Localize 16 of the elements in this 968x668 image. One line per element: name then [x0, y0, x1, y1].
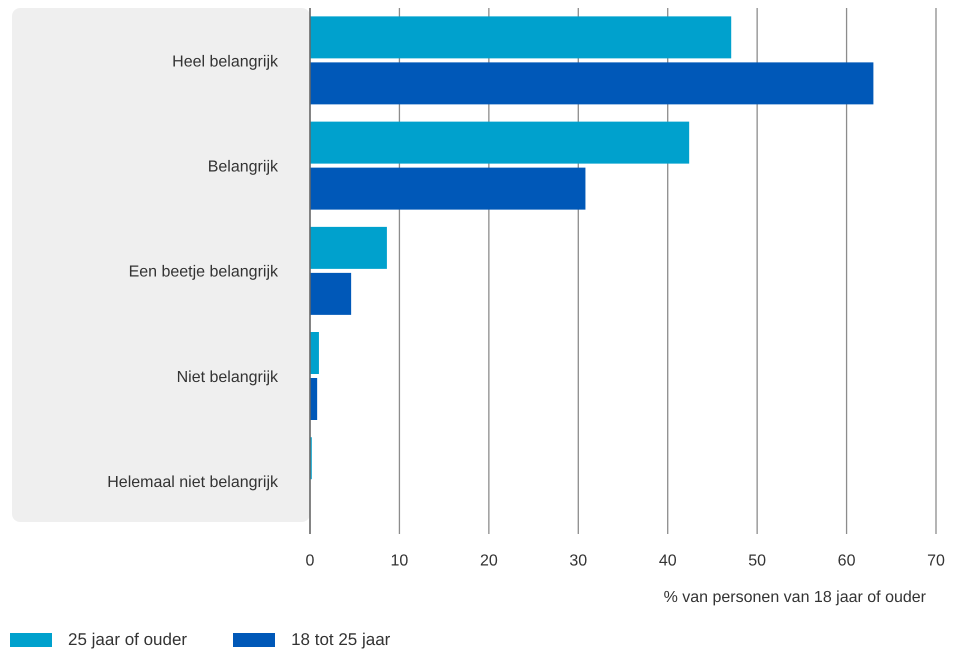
y-tick-label: Belangrijk [208, 158, 279, 176]
legend-label: 18 tot 25 jaar [291, 630, 390, 650]
x-tick-label: 0 [306, 552, 315, 570]
x-axis-title: % van personen van 18 jaar of ouder [664, 589, 927, 606]
x-tick-label: 60 [838, 552, 856, 570]
x-tick-label: 20 [480, 552, 498, 570]
x-tick-label: 10 [390, 552, 408, 570]
legend-label: 25 jaar of ouder [68, 630, 188, 650]
x-tick-label: 30 [569, 552, 588, 570]
x-tick-label: 70 [927, 552, 945, 570]
x-tick-label: 50 [748, 552, 766, 570]
y-tick-label: Helemaal niet belangrijk [107, 474, 279, 492]
y-tick-label: Een beetje belangrijk [128, 264, 279, 281]
y-tick-label: Heel belangrijk [172, 53, 279, 70]
x-tick-label: 40 [658, 552, 677, 570]
y-tick-label: Niet belangrijk [176, 368, 279, 386]
